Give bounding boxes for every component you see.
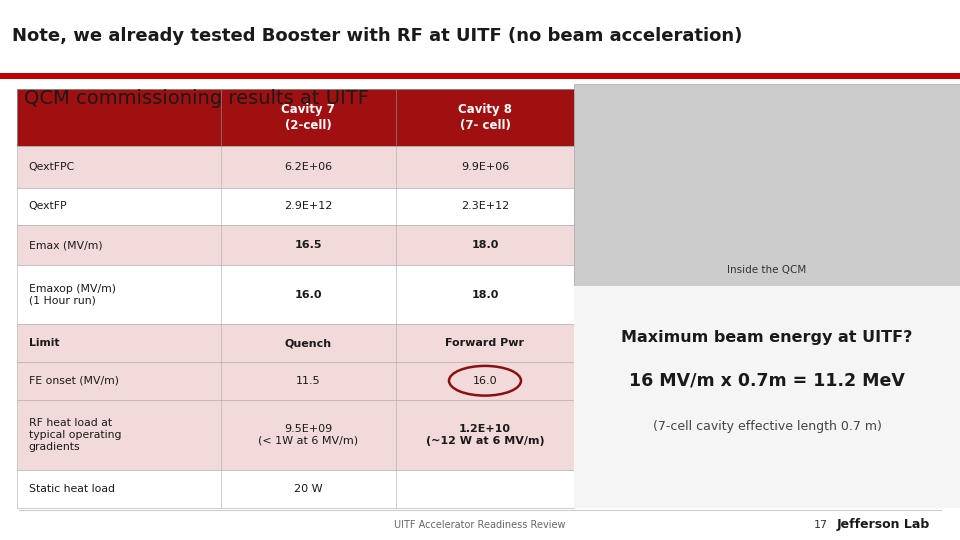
- Text: Jefferson Lab: Jefferson Lab: [836, 518, 930, 531]
- Text: 20 W: 20 W: [294, 484, 323, 494]
- Text: Forward Pwr: Forward Pwr: [445, 338, 524, 348]
- Text: 2.9E+12: 2.9E+12: [284, 201, 332, 212]
- Text: 6.2E+06: 6.2E+06: [284, 162, 332, 172]
- Text: 16.0: 16.0: [472, 376, 497, 386]
- Text: 16.0: 16.0: [295, 290, 322, 300]
- Text: 18.0: 18.0: [471, 240, 498, 250]
- FancyBboxPatch shape: [17, 89, 574, 146]
- Text: (7-cell cavity effective length 0.7 m): (7-cell cavity effective length 0.7 m): [653, 420, 881, 433]
- FancyBboxPatch shape: [0, 79, 960, 540]
- Text: QCM commissioning results at UITF: QCM commissioning results at UITF: [24, 89, 369, 108]
- Text: 18.0: 18.0: [471, 290, 498, 300]
- Text: 1.2E+10
(~12 W at 6 MV/m): 1.2E+10 (~12 W at 6 MV/m): [425, 424, 544, 446]
- Text: 9.9E+06: 9.9E+06: [461, 162, 509, 172]
- Text: Emaxop (MV/m)
(1 Hour run): Emaxop (MV/m) (1 Hour run): [29, 284, 116, 306]
- Text: UITF Accelerator Readiness Review: UITF Accelerator Readiness Review: [395, 520, 565, 530]
- FancyBboxPatch shape: [574, 286, 960, 508]
- Text: Maximum beam energy at UITF?: Maximum beam energy at UITF?: [621, 330, 913, 345]
- Text: Cavity 7
(2-cell): Cavity 7 (2-cell): [281, 103, 335, 132]
- Text: RF heat load at
typical operating
gradients: RF heat load at typical operating gradie…: [29, 418, 121, 452]
- Text: 16 MV/m x 0.7m = 11.2 MeV: 16 MV/m x 0.7m = 11.2 MeV: [629, 372, 905, 390]
- Text: 2.3E+12: 2.3E+12: [461, 201, 509, 212]
- FancyBboxPatch shape: [17, 146, 574, 188]
- FancyBboxPatch shape: [17, 400, 574, 470]
- FancyBboxPatch shape: [17, 325, 574, 362]
- Text: Quench: Quench: [285, 338, 332, 348]
- Text: Emax (MV/m): Emax (MV/m): [29, 240, 103, 250]
- FancyBboxPatch shape: [17, 470, 574, 508]
- FancyBboxPatch shape: [17, 362, 574, 400]
- Text: Note, we already tested Booster with RF at UITF (no beam acceleration): Note, we already tested Booster with RF …: [12, 28, 742, 45]
- FancyBboxPatch shape: [0, 0, 960, 73]
- Text: Inside the QCM: Inside the QCM: [728, 265, 806, 275]
- Text: 9.5E+09
(< 1W at 6 MV/m): 9.5E+09 (< 1W at 6 MV/m): [258, 424, 358, 446]
- FancyBboxPatch shape: [17, 265, 574, 325]
- Text: FE onset (MV/m): FE onset (MV/m): [29, 376, 119, 386]
- Text: QextFPC: QextFPC: [29, 162, 75, 172]
- Text: Cavity 8
(7- cell): Cavity 8 (7- cell): [458, 103, 512, 132]
- Text: Static heat load: Static heat load: [29, 484, 115, 494]
- Text: Limit: Limit: [29, 338, 60, 348]
- Text: QextFP: QextFP: [29, 201, 67, 212]
- FancyBboxPatch shape: [17, 225, 574, 265]
- Text: 17: 17: [814, 520, 828, 530]
- FancyBboxPatch shape: [17, 188, 574, 225]
- Text: 16.5: 16.5: [295, 240, 322, 250]
- FancyBboxPatch shape: [574, 84, 960, 286]
- FancyBboxPatch shape: [0, 73, 960, 79]
- Text: 11.5: 11.5: [296, 376, 321, 386]
